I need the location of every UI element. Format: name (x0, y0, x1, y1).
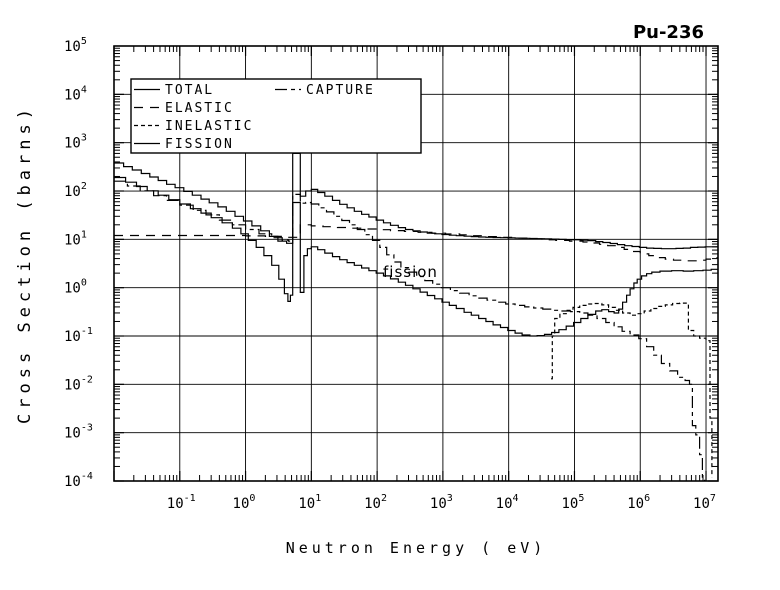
legend-label-fission: FISSION (165, 137, 234, 152)
curve-fission (114, 176, 718, 337)
x-tick-label: 106 (627, 493, 650, 512)
x-tick-label: 107 (693, 493, 716, 512)
y-tick-label: 10-1 (64, 326, 93, 345)
legend-label-inelastic: INELASTIC (165, 119, 253, 134)
y-tick-label: 101 (64, 229, 87, 248)
curve-total (114, 152, 718, 250)
y-tick-labels: 105 104 103 102 101 100 10-1 10-2 10-3 10-4 (64, 36, 93, 490)
x-tick-label: 10-1 (167, 493, 196, 512)
x-tick-label: 103 (430, 493, 453, 512)
x-tick-label: 104 (496, 493, 519, 512)
legend-box: TOTAL ELASTIC INELASTIC FISSION CAPTURE (130, 78, 422, 154)
x-tick-label: 101 (298, 493, 321, 512)
x-tick-label: 102 (364, 493, 387, 512)
curve-elastic (114, 224, 718, 262)
curve-capture (114, 180, 706, 481)
legend-label-total: TOTAL (165, 83, 214, 98)
curve-inelastic (551, 302, 713, 478)
x-tick-label: 100 (233, 493, 256, 512)
fission-annotation: fission (383, 263, 438, 281)
y-tick-label: 10-4 (64, 471, 93, 490)
y-tick-label: 105 (64, 36, 87, 55)
y-axis-title: Cross Section (barns) (15, 104, 35, 424)
x-tick-labels: 10-1 100 101 102 103 104 105 106 107 (167, 493, 716, 512)
data-curves (114, 152, 718, 481)
page-title: Pu-236 (633, 22, 704, 43)
x-axis-title: Neutron Energy ( eV) (286, 539, 547, 557)
y-tick-label: 10-3 (64, 423, 93, 442)
legend-frame (130, 78, 422, 154)
y-tick-label: 103 (64, 133, 87, 152)
plot-frame (113, 45, 719, 482)
y-tick-label: 10-2 (64, 374, 93, 393)
legend-label-capture: CAPTURE (306, 83, 375, 98)
y-tick-label: 100 (64, 278, 87, 297)
legend-label-elastic: ELASTIC (165, 101, 234, 116)
y-tick-label: 104 (64, 84, 87, 103)
x-tick-label: 105 (561, 493, 584, 512)
y-tick-label: 102 (64, 181, 87, 200)
